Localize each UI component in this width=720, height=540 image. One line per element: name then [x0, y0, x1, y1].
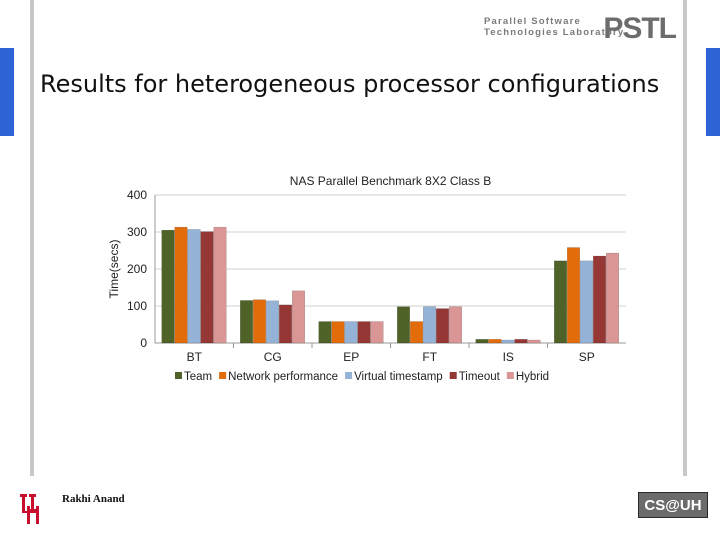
bar	[357, 321, 371, 344]
bar	[488, 339, 502, 344]
bar	[200, 231, 214, 344]
y-tick-label: 100	[127, 299, 147, 313]
bar	[344, 321, 358, 344]
cs-uh-logo: CS@UH	[638, 492, 708, 518]
legend-label: Hybrid	[516, 371, 549, 383]
bar	[514, 339, 528, 344]
bar	[475, 339, 489, 344]
x-category-label: IS	[503, 350, 514, 364]
right-border-line	[683, 0, 687, 476]
chart-title: NAS Parallel Benchmark 8X2 Class B	[290, 174, 491, 188]
legend-label: Virtual timestamp	[354, 371, 443, 383]
uh-logo	[20, 494, 39, 524]
legend-swatch	[175, 372, 182, 379]
x-category-label: CG	[264, 350, 282, 364]
bar	[580, 260, 593, 344]
legend-swatch	[219, 372, 227, 379]
pstl-logo-text: Parallel Software Technologies Laborator…	[484, 16, 624, 38]
y-tick-label: 400	[127, 188, 147, 202]
bar	[213, 226, 227, 344]
bar-chart: NAS Parallel Benchmark 8X2 Class B 0 100 20…	[107, 174, 626, 383]
bar	[292, 290, 305, 344]
bar	[331, 321, 345, 344]
logo-mark: PSTL	[603, 12, 677, 45]
bar	[174, 226, 188, 344]
bar	[527, 339, 541, 344]
bar	[501, 339, 515, 344]
bar	[436, 308, 449, 344]
y-tick-label: 200	[127, 262, 147, 276]
y-tick-label: 300	[127, 225, 147, 239]
left-border-line	[30, 0, 34, 476]
left-accent-bar	[0, 48, 14, 136]
legend-swatch	[449, 372, 457, 379]
logo-line-2: Technologies Laboratory	[484, 27, 625, 38]
bar	[240, 300, 253, 344]
legend-swatch	[506, 372, 514, 379]
legend-swatch	[345, 372, 353, 379]
bar	[161, 229, 175, 344]
x-category-label: EP	[343, 350, 359, 364]
x-category-label: SP	[579, 350, 595, 364]
y-axis-label: Time(secs)	[107, 240, 121, 299]
y-tick-label: 0	[140, 336, 147, 350]
bar	[554, 260, 567, 344]
bar	[279, 304, 292, 344]
bar	[318, 321, 332, 344]
slide-title: Results for heterogeneous processor conf…	[40, 70, 660, 98]
bar	[410, 321, 423, 344]
bar	[397, 306, 410, 344]
legend-label: Timeout	[459, 371, 501, 383]
cs-uh-logo-text: CS@UH	[644, 496, 702, 514]
x-category-label: FT	[422, 350, 437, 364]
bar	[449, 306, 462, 344]
bar	[187, 229, 201, 344]
logo-line-1: Parallel Software	[484, 16, 581, 27]
bar	[253, 299, 266, 344]
right-accent-bar	[706, 48, 720, 136]
bar	[606, 252, 619, 344]
author-name: Rakhi Anand	[62, 493, 125, 505]
legend-label: Team	[184, 371, 212, 383]
pstl-logo: Parallel Software Technologies Laborator…	[484, 12, 680, 45]
bar	[423, 306, 436, 344]
chart-area: NAS Parallel Benchmark 8X2 Class B 0 100 20…	[103, 160, 638, 395]
bar	[370, 321, 384, 344]
bar	[593, 255, 606, 344]
legend-label: Network performance	[228, 371, 338, 383]
bar	[567, 247, 580, 344]
bar	[266, 300, 279, 344]
x-category-label: BT	[187, 350, 203, 364]
